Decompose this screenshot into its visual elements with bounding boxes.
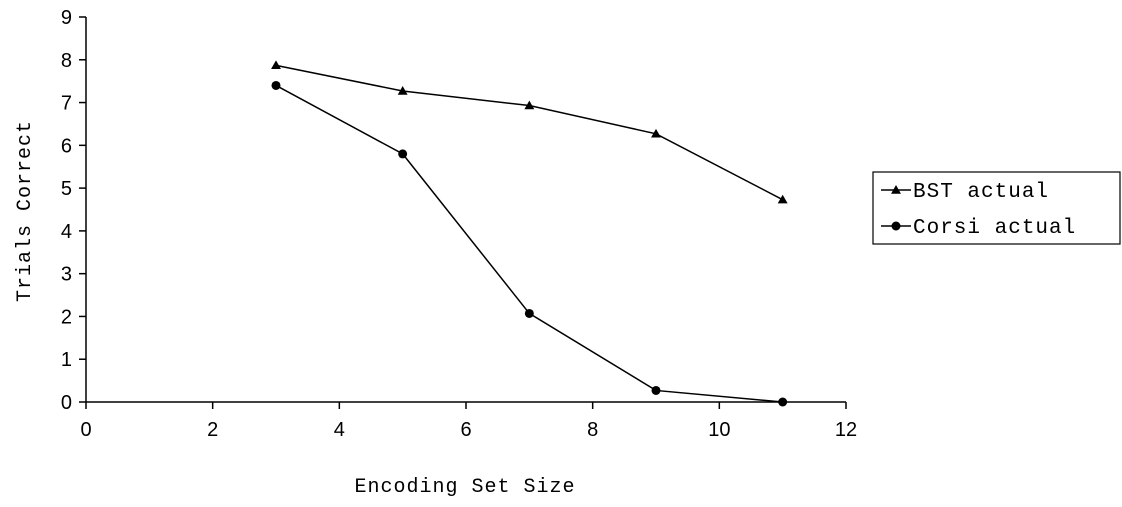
x-tick-label: 2: [207, 419, 218, 441]
legend-item: BST actual: [881, 181, 1049, 204]
x-tick-label: 4: [334, 419, 345, 441]
data-point: [397, 86, 408, 95]
y-tick-label: 8: [61, 50, 72, 72]
data-point: [524, 100, 535, 110]
data-point: [398, 149, 408, 159]
data-point: [651, 385, 661, 395]
y-tick-label: 2: [61, 306, 72, 328]
legend: BST actual Corsi actual: [872, 171, 1121, 245]
x-tick-label: 12: [835, 419, 857, 441]
y-axis-title: Trials Correct: [14, 120, 37, 302]
series-line: [275, 64, 784, 201]
y-tick-label: 7: [61, 93, 72, 115]
x-tick-label: 0: [80, 419, 91, 441]
x-tick-label: 6: [460, 419, 471, 441]
legend-marker: [891, 221, 901, 231]
y-tick-label: 6: [61, 135, 72, 157]
y-tick-label: 4: [61, 221, 72, 243]
series-line: [275, 84, 783, 403]
data-point: [777, 194, 788, 204]
legend-box: [872, 171, 1121, 245]
x-tick-label: 10: [708, 419, 730, 441]
data-point: [651, 128, 661, 138]
series-layer: [271, 60, 788, 407]
legend-item: Corsi actual: [881, 217, 1076, 240]
y-tick-label: 5: [61, 178, 72, 200]
series-0: [271, 60, 788, 204]
y-tick-label: 9: [61, 7, 72, 29]
legend-label: BST actual: [913, 181, 1049, 204]
y-tick-label: 0: [61, 392, 72, 414]
x-tick-label: 8: [587, 419, 598, 441]
series-1: [271, 80, 788, 407]
x-axis-title: Encoding Set Size: [354, 476, 575, 499]
legend-marker: [891, 185, 901, 194]
data-point: [271, 60, 281, 70]
y-tick-label: 1: [61, 349, 72, 371]
legend-label: Corsi actual: [913, 217, 1076, 240]
data-point: [778, 397, 788, 407]
data-point: [271, 80, 281, 90]
data-point: [524, 308, 534, 318]
y-tick-label: 3: [61, 264, 72, 286]
